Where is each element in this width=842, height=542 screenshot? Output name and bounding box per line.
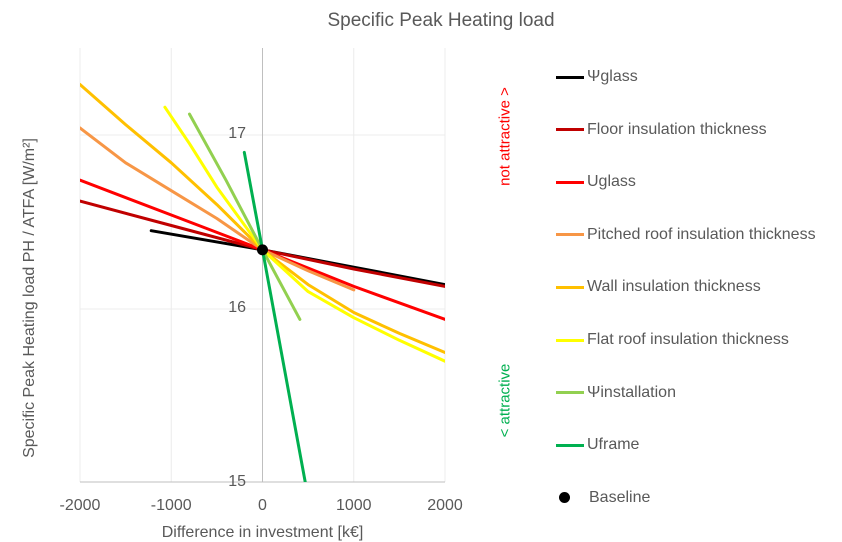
y-tick-label: 17 bbox=[228, 125, 246, 142]
legend-label: Uglass bbox=[587, 173, 636, 191]
baseline-point bbox=[257, 244, 268, 256]
series-line-flat-roof-insulation-thickness bbox=[163, 105, 445, 363]
legend-label: Pitched roof insulation thickness bbox=[587, 225, 816, 243]
x-tick-label: 0 bbox=[258, 497, 267, 514]
legend-item: Flat roof insulation thickness bbox=[556, 327, 789, 353]
x-tick-label: 2000 bbox=[427, 497, 463, 514]
series-line-pitched-roof-insulation-thickness bbox=[80, 126, 356, 292]
x-tick-label: -1000 bbox=[150, 497, 192, 514]
legend-label: Wall insulation thickness bbox=[587, 278, 761, 296]
legend-swatch bbox=[556, 285, 584, 289]
legend-label: Ψinstallation bbox=[587, 383, 676, 401]
legend-item: Pitched roof insulation thickness bbox=[556, 222, 816, 248]
legend-item: Uglass bbox=[556, 169, 636, 195]
y-tick-label: 15 bbox=[228, 473, 246, 490]
legend-label: Baseline bbox=[589, 488, 651, 506]
legend-item: Uframe bbox=[556, 432, 639, 458]
legend-item: Wall insulation thickness bbox=[556, 274, 761, 300]
legend-label: Ψglass bbox=[587, 68, 638, 85]
attractive-annotation: < attractive bbox=[496, 363, 514, 438]
legend-swatch bbox=[556, 391, 584, 395]
axes bbox=[80, 48, 445, 483]
baseline-marker-icon bbox=[559, 492, 570, 504]
series-line-uframe bbox=[242, 150, 307, 482]
y-tick-label: 16 bbox=[228, 299, 246, 316]
legend-swatch bbox=[556, 443, 584, 447]
legend-label: Uframe bbox=[587, 436, 640, 454]
not-attractive-annotation: not attractive > bbox=[496, 87, 514, 186]
y-axis-label: Specific Peak Heating load PH / ATFA [W/… bbox=[21, 138, 38, 458]
x-axis-label: Difference in investment [k€] bbox=[161, 524, 364, 541]
baseline-layer bbox=[257, 244, 268, 256]
legend-item-baseline: Baseline bbox=[556, 485, 650, 511]
legend-label: Flat roof insulation thickness bbox=[587, 331, 789, 348]
series-line--installation bbox=[188, 112, 302, 321]
chart-title: Specific Peak Heating load bbox=[327, 10, 555, 31]
legend-label: Floor insulation thickness bbox=[587, 120, 767, 138]
legend-item: Floor insulation thickness bbox=[556, 117, 767, 143]
legend-swatch bbox=[556, 233, 584, 237]
legend-item: Ψglass bbox=[556, 64, 638, 90]
legend-item: Ψinstallation bbox=[556, 380, 676, 406]
legend-swatch bbox=[556, 128, 584, 132]
legend-swatch bbox=[556, 338, 584, 342]
legend-swatch bbox=[556, 75, 584, 79]
legend-swatch bbox=[556, 180, 584, 184]
x-tick-label: 1000 bbox=[335, 497, 372, 514]
x-tick-label: -2000 bbox=[59, 497, 101, 514]
